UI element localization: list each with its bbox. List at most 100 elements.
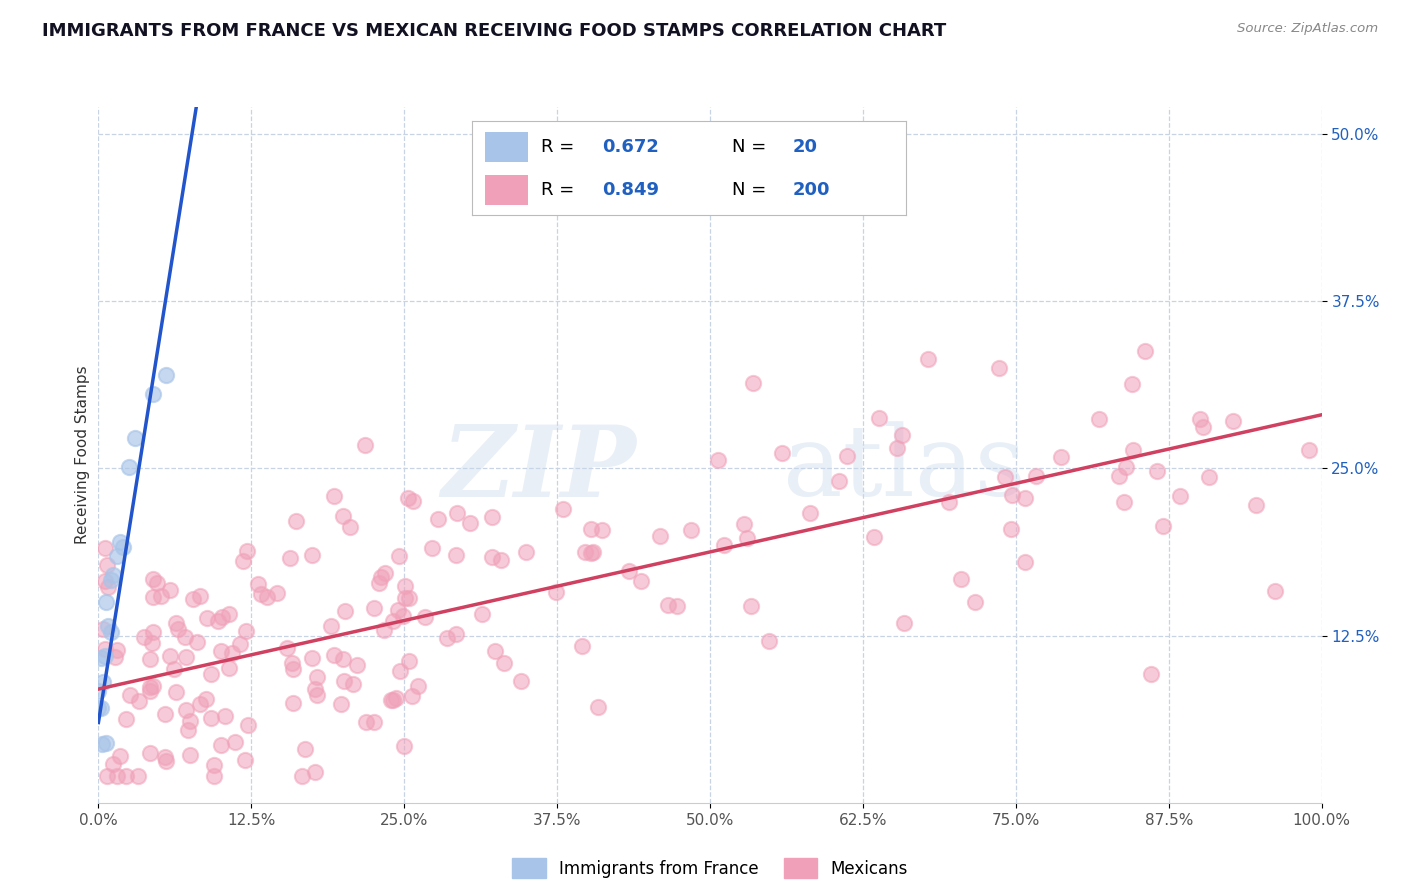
- Point: [1146, 464, 1168, 478]
- Point: [209, 644, 232, 658]
- Point: [179, 747, 201, 762]
- Point: [177, 723, 200, 737]
- Point: [142, 387, 165, 401]
- Point: [278, 551, 301, 566]
- Point: [828, 474, 851, 488]
- Point: [90, 651, 112, 665]
- Point: [159, 649, 181, 664]
- Point: [96, 580, 118, 594]
- Point: [510, 673, 533, 688]
- Point: [138, 684, 160, 698]
- Point: [420, 541, 443, 556]
- Point: [266, 585, 288, 599]
- Point: [155, 368, 177, 383]
- Point: [105, 549, 128, 563]
- Point: [772, 446, 794, 460]
- Point: [988, 360, 1011, 375]
- Point: [111, 541, 134, 555]
- Point: [1222, 414, 1244, 428]
- Point: [195, 611, 218, 625]
- Point: [374, 566, 396, 580]
- Point: [380, 693, 402, 707]
- Point: [354, 714, 377, 729]
- Point: [758, 634, 780, 648]
- Point: [1121, 377, 1143, 392]
- Point: [1244, 498, 1267, 512]
- Point: [1001, 488, 1024, 502]
- Point: [1140, 666, 1163, 681]
- Point: [91, 675, 114, 690]
- Point: [1122, 442, 1144, 457]
- Point: [398, 591, 420, 605]
- Point: [218, 661, 240, 675]
- Point: [229, 637, 252, 651]
- Point: [492, 657, 515, 671]
- Point: [367, 576, 389, 591]
- Text: 200: 200: [793, 181, 831, 200]
- Point: [650, 529, 672, 543]
- Text: atlas: atlas: [783, 421, 1026, 516]
- Point: [471, 607, 494, 621]
- Point: [214, 708, 236, 723]
- Point: [1298, 443, 1320, 458]
- Point: [165, 685, 187, 699]
- Point: [381, 693, 404, 707]
- Point: [893, 615, 915, 630]
- Point: [105, 643, 128, 657]
- Point: [305, 670, 328, 684]
- Point: [571, 640, 593, 654]
- Point: [90, 701, 112, 715]
- Point: [553, 502, 575, 516]
- Point: [965, 595, 987, 609]
- Point: [233, 753, 256, 767]
- Text: IMMIGRANTS FROM FRANCE VS MEXICAN RECEIVING FOOD STAMPS CORRELATION CHART: IMMIGRANTS FROM FRANCE VS MEXICAN RECEIV…: [42, 22, 946, 40]
- Point: [132, 630, 155, 644]
- Point: [115, 712, 138, 726]
- Point: [249, 586, 271, 600]
- Point: [139, 680, 162, 694]
- Point: [93, 641, 115, 656]
- Text: 0.672: 0.672: [602, 138, 658, 156]
- Point: [165, 616, 187, 631]
- Point: [491, 553, 513, 567]
- Point: [236, 718, 259, 732]
- Point: [194, 691, 217, 706]
- Point: [713, 538, 735, 552]
- Bar: [485, 132, 529, 162]
- Text: 0.849: 0.849: [602, 181, 659, 200]
- Point: [236, 544, 259, 558]
- Point: [1192, 420, 1215, 434]
- Point: [373, 624, 395, 638]
- Point: [387, 603, 409, 617]
- Point: [174, 630, 197, 644]
- Point: [232, 554, 254, 568]
- Point: [128, 694, 150, 708]
- Point: [707, 453, 730, 467]
- Point: [281, 662, 304, 676]
- Point: [176, 649, 198, 664]
- Point: [586, 700, 609, 714]
- Point: [301, 548, 323, 562]
- Point: [142, 591, 165, 605]
- Point: [394, 591, 416, 605]
- Point: [224, 735, 246, 749]
- Point: [886, 442, 908, 456]
- Point: [394, 579, 416, 593]
- Point: [1014, 491, 1036, 505]
- Point: [339, 519, 361, 533]
- Point: [740, 599, 762, 614]
- Point: [617, 564, 640, 578]
- Point: [100, 625, 122, 640]
- Point: [96, 769, 118, 783]
- Point: [101, 757, 124, 772]
- Point: [118, 459, 141, 474]
- Point: [436, 632, 458, 646]
- Point: [1112, 495, 1135, 509]
- Point: [546, 585, 568, 599]
- Point: [94, 541, 117, 555]
- Point: [679, 523, 702, 537]
- Point: [917, 351, 939, 366]
- Point: [581, 545, 603, 559]
- Point: [145, 576, 167, 591]
- Point: [276, 641, 298, 656]
